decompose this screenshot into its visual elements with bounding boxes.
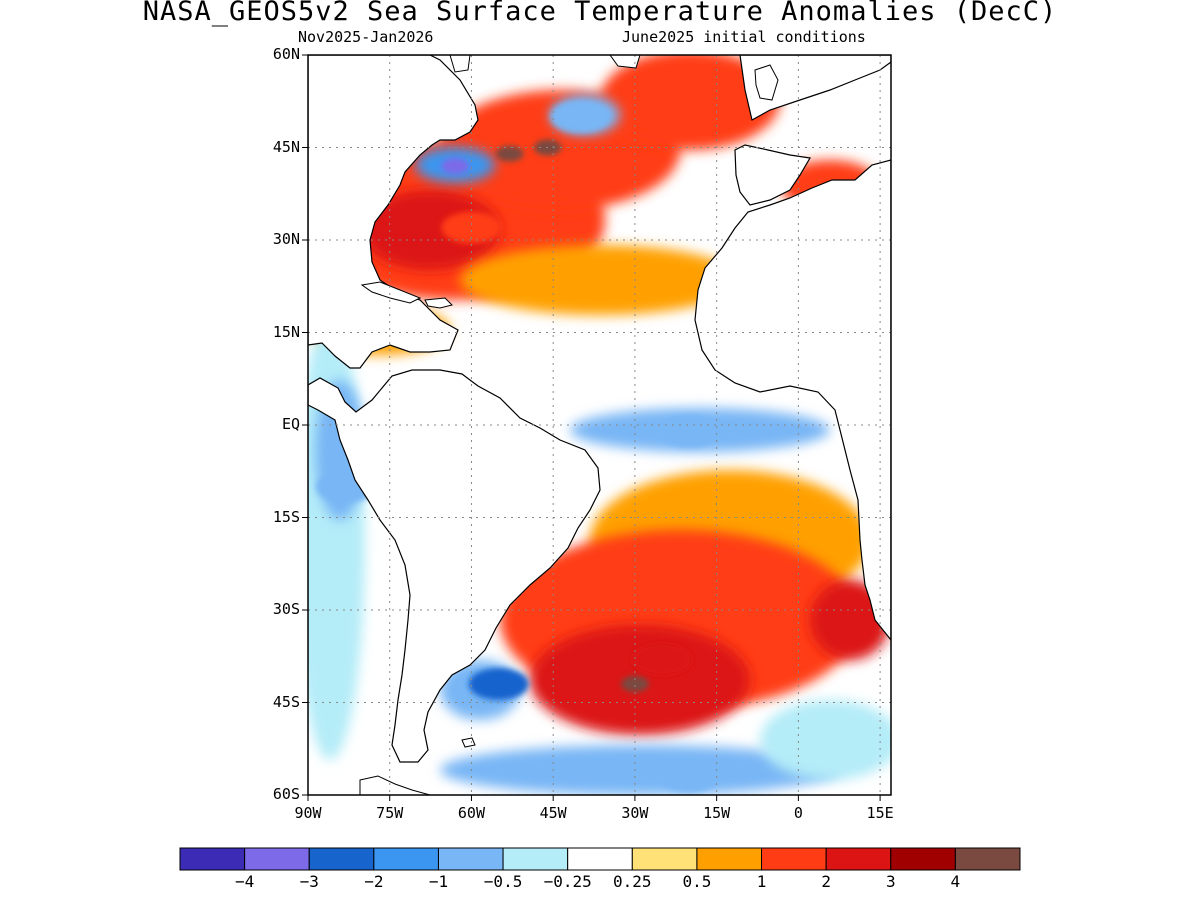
colorbar-swatch — [437, 847, 504, 871]
south-america-land — [308, 369, 601, 763]
colorbar-label: −1 — [428, 872, 449, 891]
africa-land — [694, 159, 891, 641]
gridlines — [308, 55, 891, 795]
anomaly-feature — [468, 668, 529, 700]
lon-tick-label: 90W — [294, 804, 322, 822]
lat-tick-label: 30S — [272, 600, 300, 618]
lat-tick-label: 60S — [272, 785, 300, 803]
falkland-islands — [461, 737, 476, 748]
chart-title: NASA_GEOS5v2 Sea Surface Temperature Ano… — [142, 0, 1058, 27]
europe-land — [739, 55, 891, 121]
colorbar-swatch — [890, 847, 956, 871]
colorbar-swatch — [825, 847, 892, 871]
map-plot-area — [308, 55, 891, 795]
greenland-land — [449, 55, 471, 73]
lat-tick-label: 45S — [272, 692, 300, 711]
lon-tick-label: 15E — [866, 804, 894, 822]
lon-tick-label: 30W — [621, 804, 649, 822]
lat-tick-label: 30N — [272, 230, 300, 248]
anomaly-feature — [659, 760, 720, 793]
colorbar-label: 4 — [950, 872, 961, 891]
lat-tick-label: EQ — [281, 415, 300, 433]
colorbar-swatch — [502, 847, 569, 871]
anomaly-feature — [495, 145, 524, 162]
anomaly-feature — [659, 415, 720, 448]
anomaly-region — [760, 700, 891, 780]
lon-tick-label: 60W — [457, 804, 485, 822]
period-label: Nov2025-Jan2026 — [298, 28, 434, 46]
colorbar-label: 0.25 — [613, 872, 652, 891]
colorbar-swatch — [631, 847, 698, 871]
lat-tick-label: 45N — [272, 137, 300, 156]
north-america-land — [308, 55, 479, 369]
colorbar-swatch — [244, 847, 310, 871]
colorbar-label: 2 — [821, 872, 831, 891]
anomaly-feature — [632, 643, 693, 676]
colorbar-swatch — [954, 847, 1021, 871]
continents — [308, 55, 891, 795]
lat-tick-label: 15S — [272, 507, 300, 526]
anomaly-region — [460, 245, 740, 315]
colorbar-label: −0.25 — [543, 872, 592, 891]
anomaly-region — [600, 55, 780, 150]
tick-marks — [302, 54, 881, 801]
colorbar-label: 0.5 — [682, 872, 712, 891]
colorbar-label: −3 — [299, 872, 319, 891]
colorbar-label: −4 — [234, 872, 255, 891]
anomaly-feature — [620, 676, 649, 692]
anomaly-feature — [441, 211, 502, 244]
colorbar-label: 1 — [756, 872, 767, 891]
british-isles — [754, 64, 779, 101]
anomaly-fields — [308, 55, 891, 795]
iberia-land — [734, 144, 811, 206]
anomaly-region — [440, 745, 840, 795]
lat-tick-label: 15N — [272, 322, 300, 341]
iceland-island — [609, 55, 641, 69]
lon-tick-label: 45W — [539, 804, 567, 822]
antarctic-peninsula-land — [359, 775, 431, 795]
colorbar-swatch — [696, 847, 763, 871]
colorbar — [179, 847, 1021, 871]
colorbar-swatch — [308, 847, 375, 871]
colorbar-swatch — [761, 847, 827, 871]
anomaly-feature — [550, 100, 611, 133]
hispaniola-island — [424, 297, 453, 309]
lon-tick-label: 75W — [376, 804, 404, 822]
anomaly-feature — [441, 158, 470, 174]
colorbar-label: 3 — [885, 872, 896, 891]
colorbar-swatch — [567, 847, 633, 871]
anomaly-region — [360, 190, 500, 270]
cuba-island — [360, 281, 422, 304]
lon-tick-label: 0 — [793, 804, 803, 822]
lon-tick-label: 15W — [703, 804, 731, 822]
initial-conditions-label: June2025 initial conditions — [622, 28, 866, 46]
colorbar-label: −2 — [364, 872, 384, 891]
colorbar-swatch — [179, 847, 246, 871]
colorbar-label: −0.5 — [483, 872, 523, 891]
colorbar-swatch — [373, 847, 439, 871]
lat-tick-label: 60N — [272, 45, 300, 63]
